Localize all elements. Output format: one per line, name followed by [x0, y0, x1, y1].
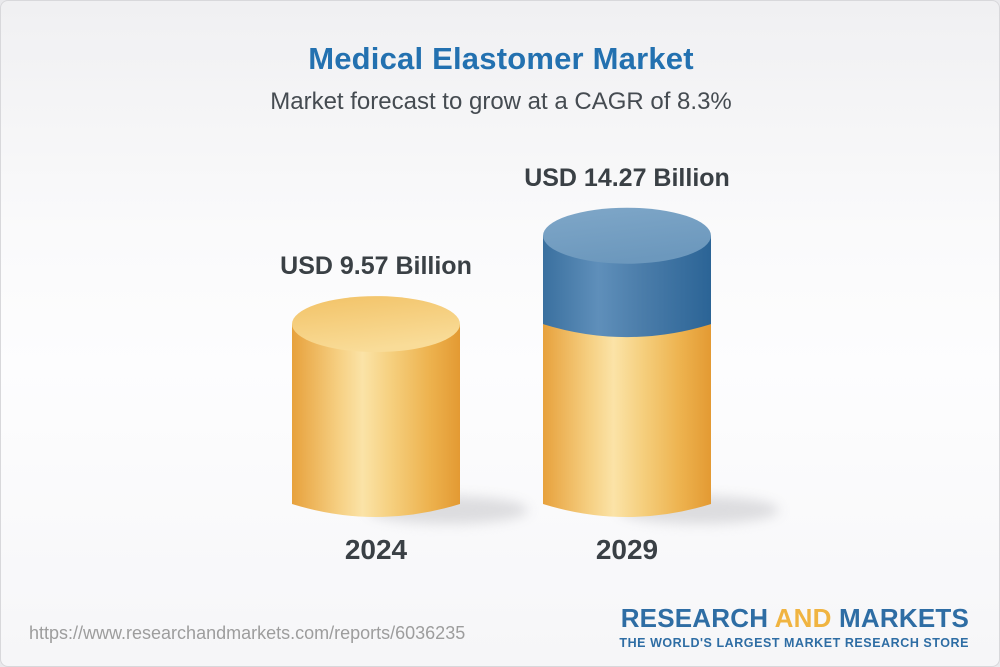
logo-word-research: RESEARCH [620, 603, 769, 633]
axis-label-2024: 2024 [344, 534, 408, 565]
bar-segment-market-value [292, 324, 460, 517]
cylinder-bar-2029 [543, 207, 779, 524]
bar-top-face [543, 207, 711, 264]
page-subtitle: Market forecast to grow at a CAGR of 8.3… [270, 88, 732, 115]
axis-label-2029: 2029 [595, 534, 659, 565]
logo-word-and: AND [774, 603, 832, 633]
value-label-2024: USD 9.57 Billion [280, 252, 472, 281]
source-url: https://www.researchandmarkets.com/repor… [29, 623, 466, 643]
logo-wordmark: RESEARCH AND MARKETS [619, 603, 969, 634]
research-and-markets-logo: RESEARCH AND MARKETS THE WORLD'S LARGEST… [619, 603, 969, 650]
cylinder-bar-2024 [292, 296, 528, 524]
logo-word-markets: MARKETS [839, 603, 969, 633]
bar-top-face [292, 296, 460, 353]
logo-tagline: THE WORLD'S LARGEST MARKET RESEARCH STOR… [619, 636, 969, 650]
page-title: Medical Elastomer Market [308, 41, 694, 76]
bar-segment-forecast-growth [543, 235, 711, 338]
value-label-2029: USD 14.27 Billion [524, 163, 730, 192]
bar-segment-base-2024-level [543, 324, 711, 517]
